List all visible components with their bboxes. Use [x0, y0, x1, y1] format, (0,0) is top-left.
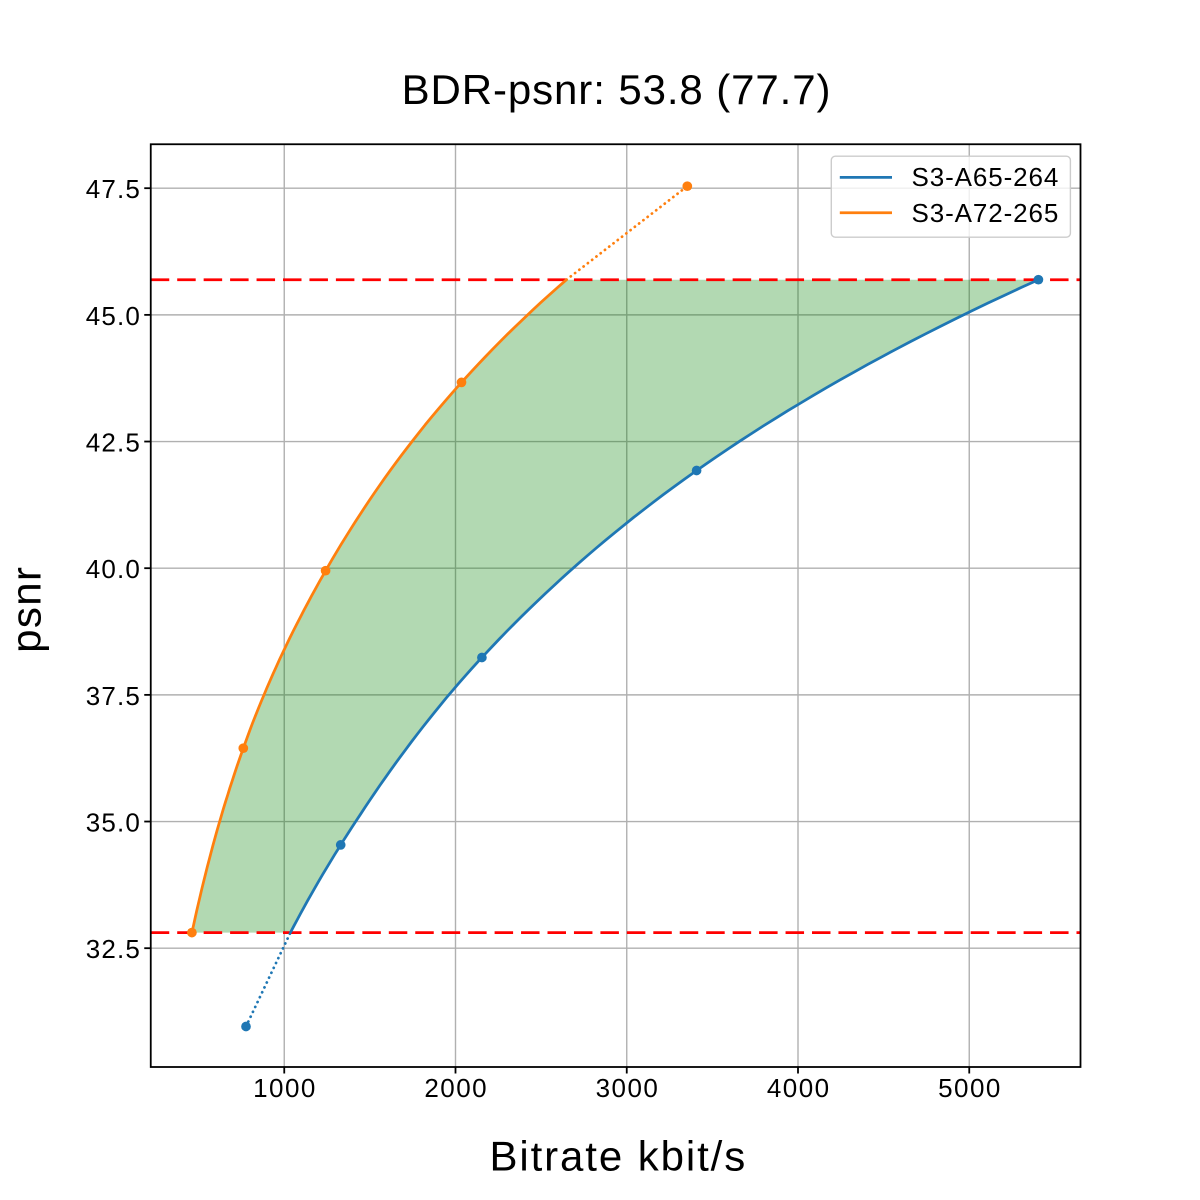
svg-text:5000: 5000 — [938, 1073, 1002, 1103]
svg-text:32.5: 32.5 — [86, 934, 141, 964]
svg-text:37.5: 37.5 — [86, 681, 141, 711]
svg-text:BDR-psnr: 53.8 (77.7): BDR-psnr: 53.8 (77.7) — [402, 66, 832, 113]
svg-text:40.0: 40.0 — [86, 554, 141, 584]
svg-text:47.5: 47.5 — [86, 174, 141, 204]
svg-text:S3-A72-265: S3-A72-265 — [912, 198, 1060, 228]
svg-text:4000: 4000 — [767, 1073, 831, 1103]
svg-text:psnr: psnr — [3, 566, 50, 653]
svg-text:3000: 3000 — [596, 1073, 660, 1103]
svg-text:35.0: 35.0 — [86, 808, 141, 838]
svg-text:2000: 2000 — [424, 1073, 488, 1103]
svg-text:1000: 1000 — [253, 1073, 317, 1103]
svg-text:S3-A65-264: S3-A65-264 — [912, 162, 1060, 192]
svg-text:Bitrate kbit/s: Bitrate kbit/s — [489, 1133, 747, 1180]
svg-text:42.5: 42.5 — [86, 428, 141, 458]
svg-text:45.0: 45.0 — [86, 301, 141, 331]
